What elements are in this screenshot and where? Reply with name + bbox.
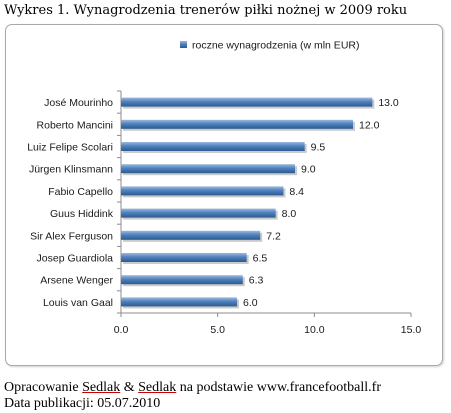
bar xyxy=(121,97,373,107)
category-label: Luiz Felipe Scolari xyxy=(27,142,113,154)
legend-swatch xyxy=(180,41,187,48)
x-tick-label: 5.0 xyxy=(210,324,225,336)
category-label: Roberto Mancini xyxy=(37,119,113,131)
bar xyxy=(121,119,353,129)
publication-date: Data publikacji: 05.07.2010 xyxy=(4,396,161,411)
source-suffix: na podstawie www.francefootball.fr xyxy=(176,380,381,395)
figure-title: Wykres 1. Wynagrodzenia trenerów piłki n… xyxy=(4,3,408,18)
bar-value-label: 8.4 xyxy=(289,186,304,198)
category-label: Arsene Wenger xyxy=(40,275,113,287)
bar-value-label: 6.3 xyxy=(249,275,264,287)
bar xyxy=(121,297,237,307)
source-prefix: Opracowanie xyxy=(4,380,83,395)
category-label: Josep Guardiola xyxy=(37,253,114,265)
category-label: Guus Hiddink xyxy=(50,208,114,220)
category-label: Jürgen Klinsmann xyxy=(29,164,113,176)
bar xyxy=(121,253,247,262)
bar xyxy=(121,275,243,285)
bar-value-label: 7.2 xyxy=(266,230,281,242)
source-author-1: Sedlak xyxy=(82,380,121,395)
x-tick-label: 0.0 xyxy=(114,324,129,336)
bar-value-label: 6.5 xyxy=(253,253,268,265)
bar xyxy=(121,208,276,218)
bar xyxy=(121,142,305,151)
source-caption: Opracowanie Sedlak & Sedlak na podstawie… xyxy=(4,380,381,396)
x-tick-label: 10.0 xyxy=(304,324,325,336)
legend-label: roczne wynagrodzenia (w mln EUR) xyxy=(192,40,359,52)
source-author-2: Sedlak xyxy=(138,380,177,395)
bar-value-label: 9.5 xyxy=(311,142,326,154)
bar-value-label: 9.0 xyxy=(301,164,316,176)
bar-value-label: 8.0 xyxy=(282,208,297,220)
bar xyxy=(121,230,261,240)
category-label: José Mourinho xyxy=(44,97,113,109)
bar-value-label: 6.0 xyxy=(243,297,258,309)
bar-value-label: 12.0 xyxy=(359,119,380,131)
bar xyxy=(121,186,284,196)
category-label: Louis van Gaal xyxy=(43,297,113,309)
x-tick-label: 15.0 xyxy=(401,324,422,336)
bar xyxy=(121,164,295,174)
bar-value-label: 13.0 xyxy=(378,97,399,109)
source-amp: & xyxy=(120,380,139,395)
category-label: Fabio Capello xyxy=(48,186,113,198)
category-label: Sir Alex Ferguson xyxy=(30,230,113,242)
